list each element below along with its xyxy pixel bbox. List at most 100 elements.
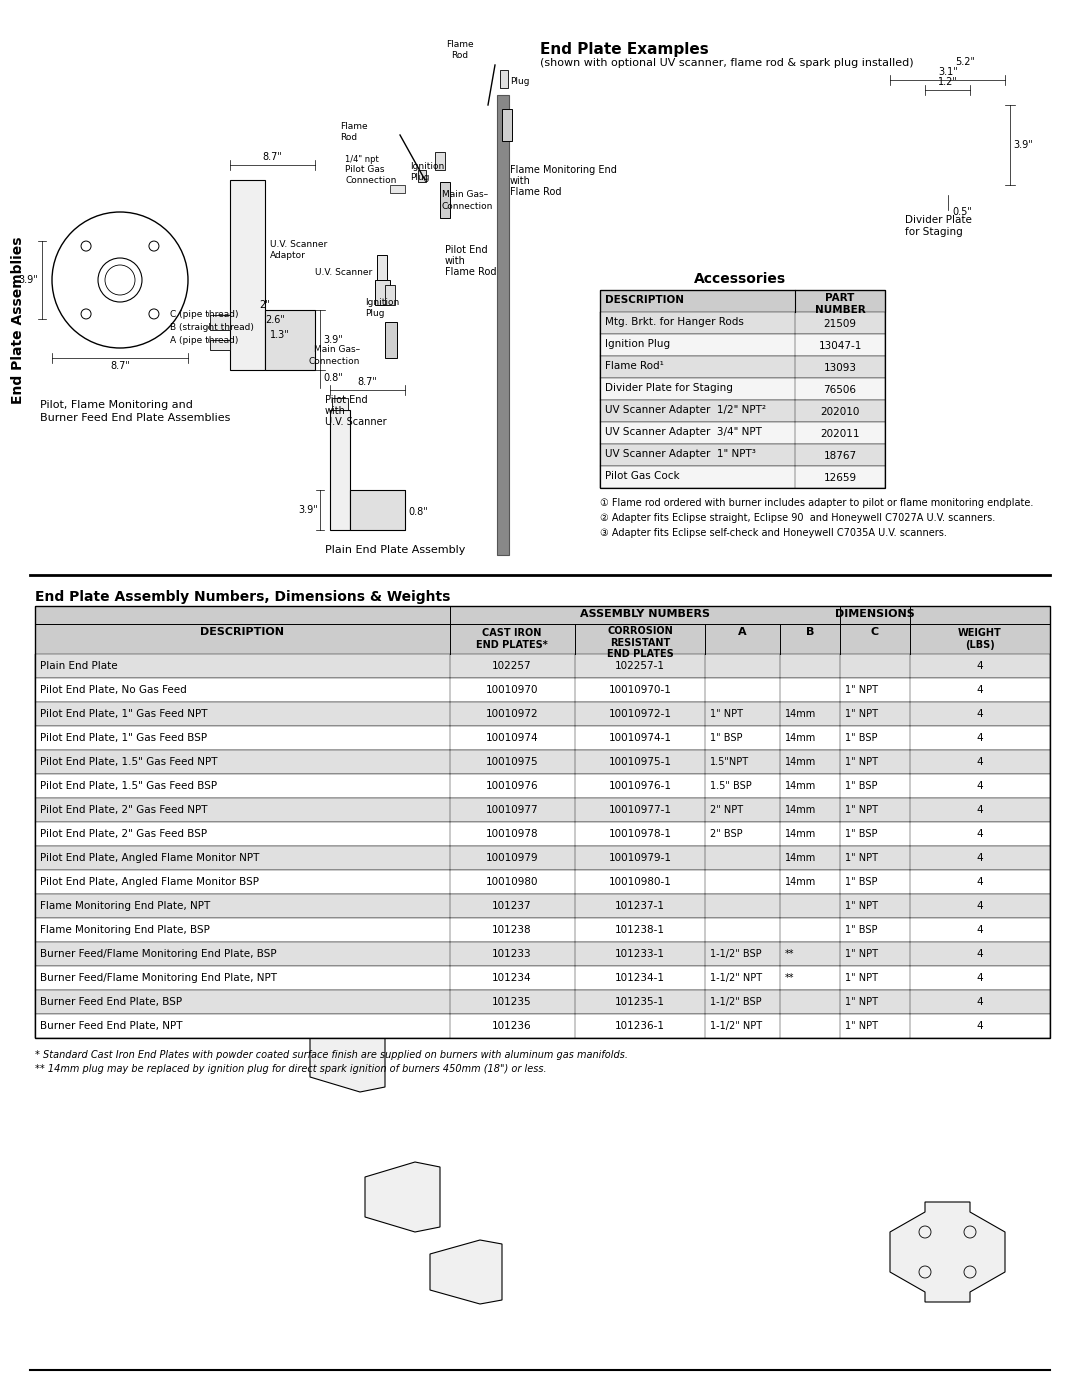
Text: 4: 4 <box>976 1021 983 1031</box>
Text: 1-1/2" NPT: 1-1/2" NPT <box>710 1021 762 1031</box>
Text: Main Gas–: Main Gas– <box>314 345 360 353</box>
Bar <box>35 942 1050 965</box>
Text: 3.9": 3.9" <box>18 275 38 285</box>
Bar <box>600 400 885 422</box>
Bar <box>35 624 1050 654</box>
Text: Burner Feed/Flame Monitoring End Plate, NPT: Burner Feed/Flame Monitoring End Plate, … <box>40 972 276 983</box>
Text: 1" NPT: 1" NPT <box>845 1021 878 1031</box>
Bar <box>35 703 1050 726</box>
Bar <box>435 152 445 170</box>
Text: 4: 4 <box>976 733 983 743</box>
Text: 1" BSP: 1" BSP <box>845 781 877 791</box>
Text: 101234: 101234 <box>492 972 531 983</box>
Text: 10010975-1: 10010975-1 <box>608 757 672 767</box>
Text: 4: 4 <box>976 972 983 983</box>
Text: 3.9": 3.9" <box>1013 140 1032 149</box>
Text: 1-1/2" BSP: 1-1/2" BSP <box>710 997 761 1007</box>
Text: 14mm: 14mm <box>785 805 816 814</box>
Bar <box>502 109 512 141</box>
Text: * Standard Cast Iron End Plates with powder coated surface finish are supplied o: * Standard Cast Iron End Plates with pow… <box>35 1051 627 1060</box>
Text: 76506: 76506 <box>824 386 856 395</box>
Text: 18767: 18767 <box>823 451 856 461</box>
Text: with: with <box>445 256 465 265</box>
Text: 1" NPT: 1" NPT <box>845 901 878 911</box>
Text: 1" NPT: 1" NPT <box>845 757 878 767</box>
Text: Adaptor: Adaptor <box>270 251 306 260</box>
Text: 13093: 13093 <box>824 363 856 373</box>
Bar <box>600 334 885 356</box>
Text: U.V. Scanner: U.V. Scanner <box>270 240 327 249</box>
Text: Plug: Plug <box>510 77 529 87</box>
Text: Flame Monitoring End Plate, BSP: Flame Monitoring End Plate, BSP <box>40 925 210 935</box>
Text: 1" NPT: 1" NPT <box>845 685 878 694</box>
Bar <box>600 312 885 334</box>
Text: Divider Plate: Divider Plate <box>905 215 972 225</box>
Text: CORROSION
RESISTANT
END PLATES: CORROSION RESISTANT END PLATES <box>607 626 673 659</box>
Text: 101238-1: 101238-1 <box>615 925 665 935</box>
Text: Plug: Plug <box>410 173 430 182</box>
Bar <box>600 291 885 488</box>
Bar <box>35 847 1050 870</box>
Text: 14mm: 14mm <box>785 781 816 791</box>
Text: 8.7": 8.7" <box>357 377 377 387</box>
Text: 4: 4 <box>976 925 983 935</box>
Bar <box>600 422 885 444</box>
Text: 4: 4 <box>976 854 983 863</box>
Text: 1.5"NPT: 1.5"NPT <box>710 757 750 767</box>
Text: Connection: Connection <box>309 358 360 366</box>
Text: B: B <box>806 627 814 637</box>
Text: with: with <box>510 176 531 186</box>
Text: 10010974-1: 10010974-1 <box>608 733 672 743</box>
Text: 2.6": 2.6" <box>265 314 285 326</box>
Text: 10010976: 10010976 <box>486 781 538 791</box>
Text: DESCRIPTION: DESCRIPTION <box>605 295 684 305</box>
Bar <box>600 291 885 312</box>
Text: 101236-1: 101236-1 <box>615 1021 665 1031</box>
Text: 1.5" BSP: 1.5" BSP <box>710 781 752 791</box>
Text: 8.7": 8.7" <box>262 152 282 162</box>
Text: Connection: Connection <box>345 176 396 184</box>
Text: 10010979: 10010979 <box>486 854 538 863</box>
Bar <box>265 310 315 370</box>
Text: C: C <box>870 627 879 637</box>
Text: Pilot End Plate, 1" Gas Feed NPT: Pilot End Plate, 1" Gas Feed NPT <box>40 710 207 719</box>
Text: Flame Rod¹: Flame Rod¹ <box>605 360 664 372</box>
Text: Burner Feed End Plate Assemblies: Burner Feed End Plate Assemblies <box>40 414 230 423</box>
Text: with: with <box>325 407 346 416</box>
Text: 14mm: 14mm <box>785 733 816 743</box>
Text: 10010972-1: 10010972-1 <box>608 710 672 719</box>
Text: 1" NPT: 1" NPT <box>845 949 878 958</box>
Text: 202011: 202011 <box>820 429 860 439</box>
Text: Pilot End: Pilot End <box>445 244 488 256</box>
Bar <box>332 398 348 409</box>
Text: CAST IRON
END PLATES*: CAST IRON END PLATES* <box>476 629 548 650</box>
Text: 12659: 12659 <box>823 474 856 483</box>
Text: 202010: 202010 <box>821 407 860 416</box>
Bar <box>384 285 395 305</box>
Text: 101236: 101236 <box>492 1021 531 1031</box>
Bar <box>35 821 1050 847</box>
Text: Pilot End Plate, 1.5" Gas Feed BSP: Pilot End Plate, 1.5" Gas Feed BSP <box>40 781 217 791</box>
Text: 10010980-1: 10010980-1 <box>608 877 672 887</box>
Text: Plain End Plate Assembly: Plain End Plate Assembly <box>325 545 465 555</box>
Text: 14mm: 14mm <box>785 710 816 719</box>
Text: 14mm: 14mm <box>785 757 816 767</box>
Text: 2": 2" <box>259 300 270 310</box>
Text: PART
NUMBER: PART NUMBER <box>814 293 865 314</box>
Text: Pilot End Plate, 1.5" Gas Feed NPT: Pilot End Plate, 1.5" Gas Feed NPT <box>40 757 217 767</box>
Polygon shape <box>430 1241 502 1303</box>
Text: 10010974: 10010974 <box>486 733 538 743</box>
Text: Ignition Plug: Ignition Plug <box>605 339 670 349</box>
Text: 10010980: 10010980 <box>486 877 538 887</box>
Text: Pilot Gas: Pilot Gas <box>345 165 384 175</box>
Text: Pilot End Plate, 1" Gas Feed BSP: Pilot End Plate, 1" Gas Feed BSP <box>40 733 207 743</box>
Bar <box>35 750 1050 774</box>
Text: 4: 4 <box>976 901 983 911</box>
Text: 10010970: 10010970 <box>486 685 538 694</box>
Text: End Plate Assemblies: End Plate Assemblies <box>11 236 25 404</box>
Text: B (straight thread): B (straight thread) <box>170 323 254 332</box>
Text: 1" NPT: 1" NPT <box>845 805 878 814</box>
Text: Flame: Flame <box>446 41 474 49</box>
Text: Pilot End Plate, 2" Gas Feed NPT: Pilot End Plate, 2" Gas Feed NPT <box>40 805 207 814</box>
Text: Rod: Rod <box>451 52 469 60</box>
